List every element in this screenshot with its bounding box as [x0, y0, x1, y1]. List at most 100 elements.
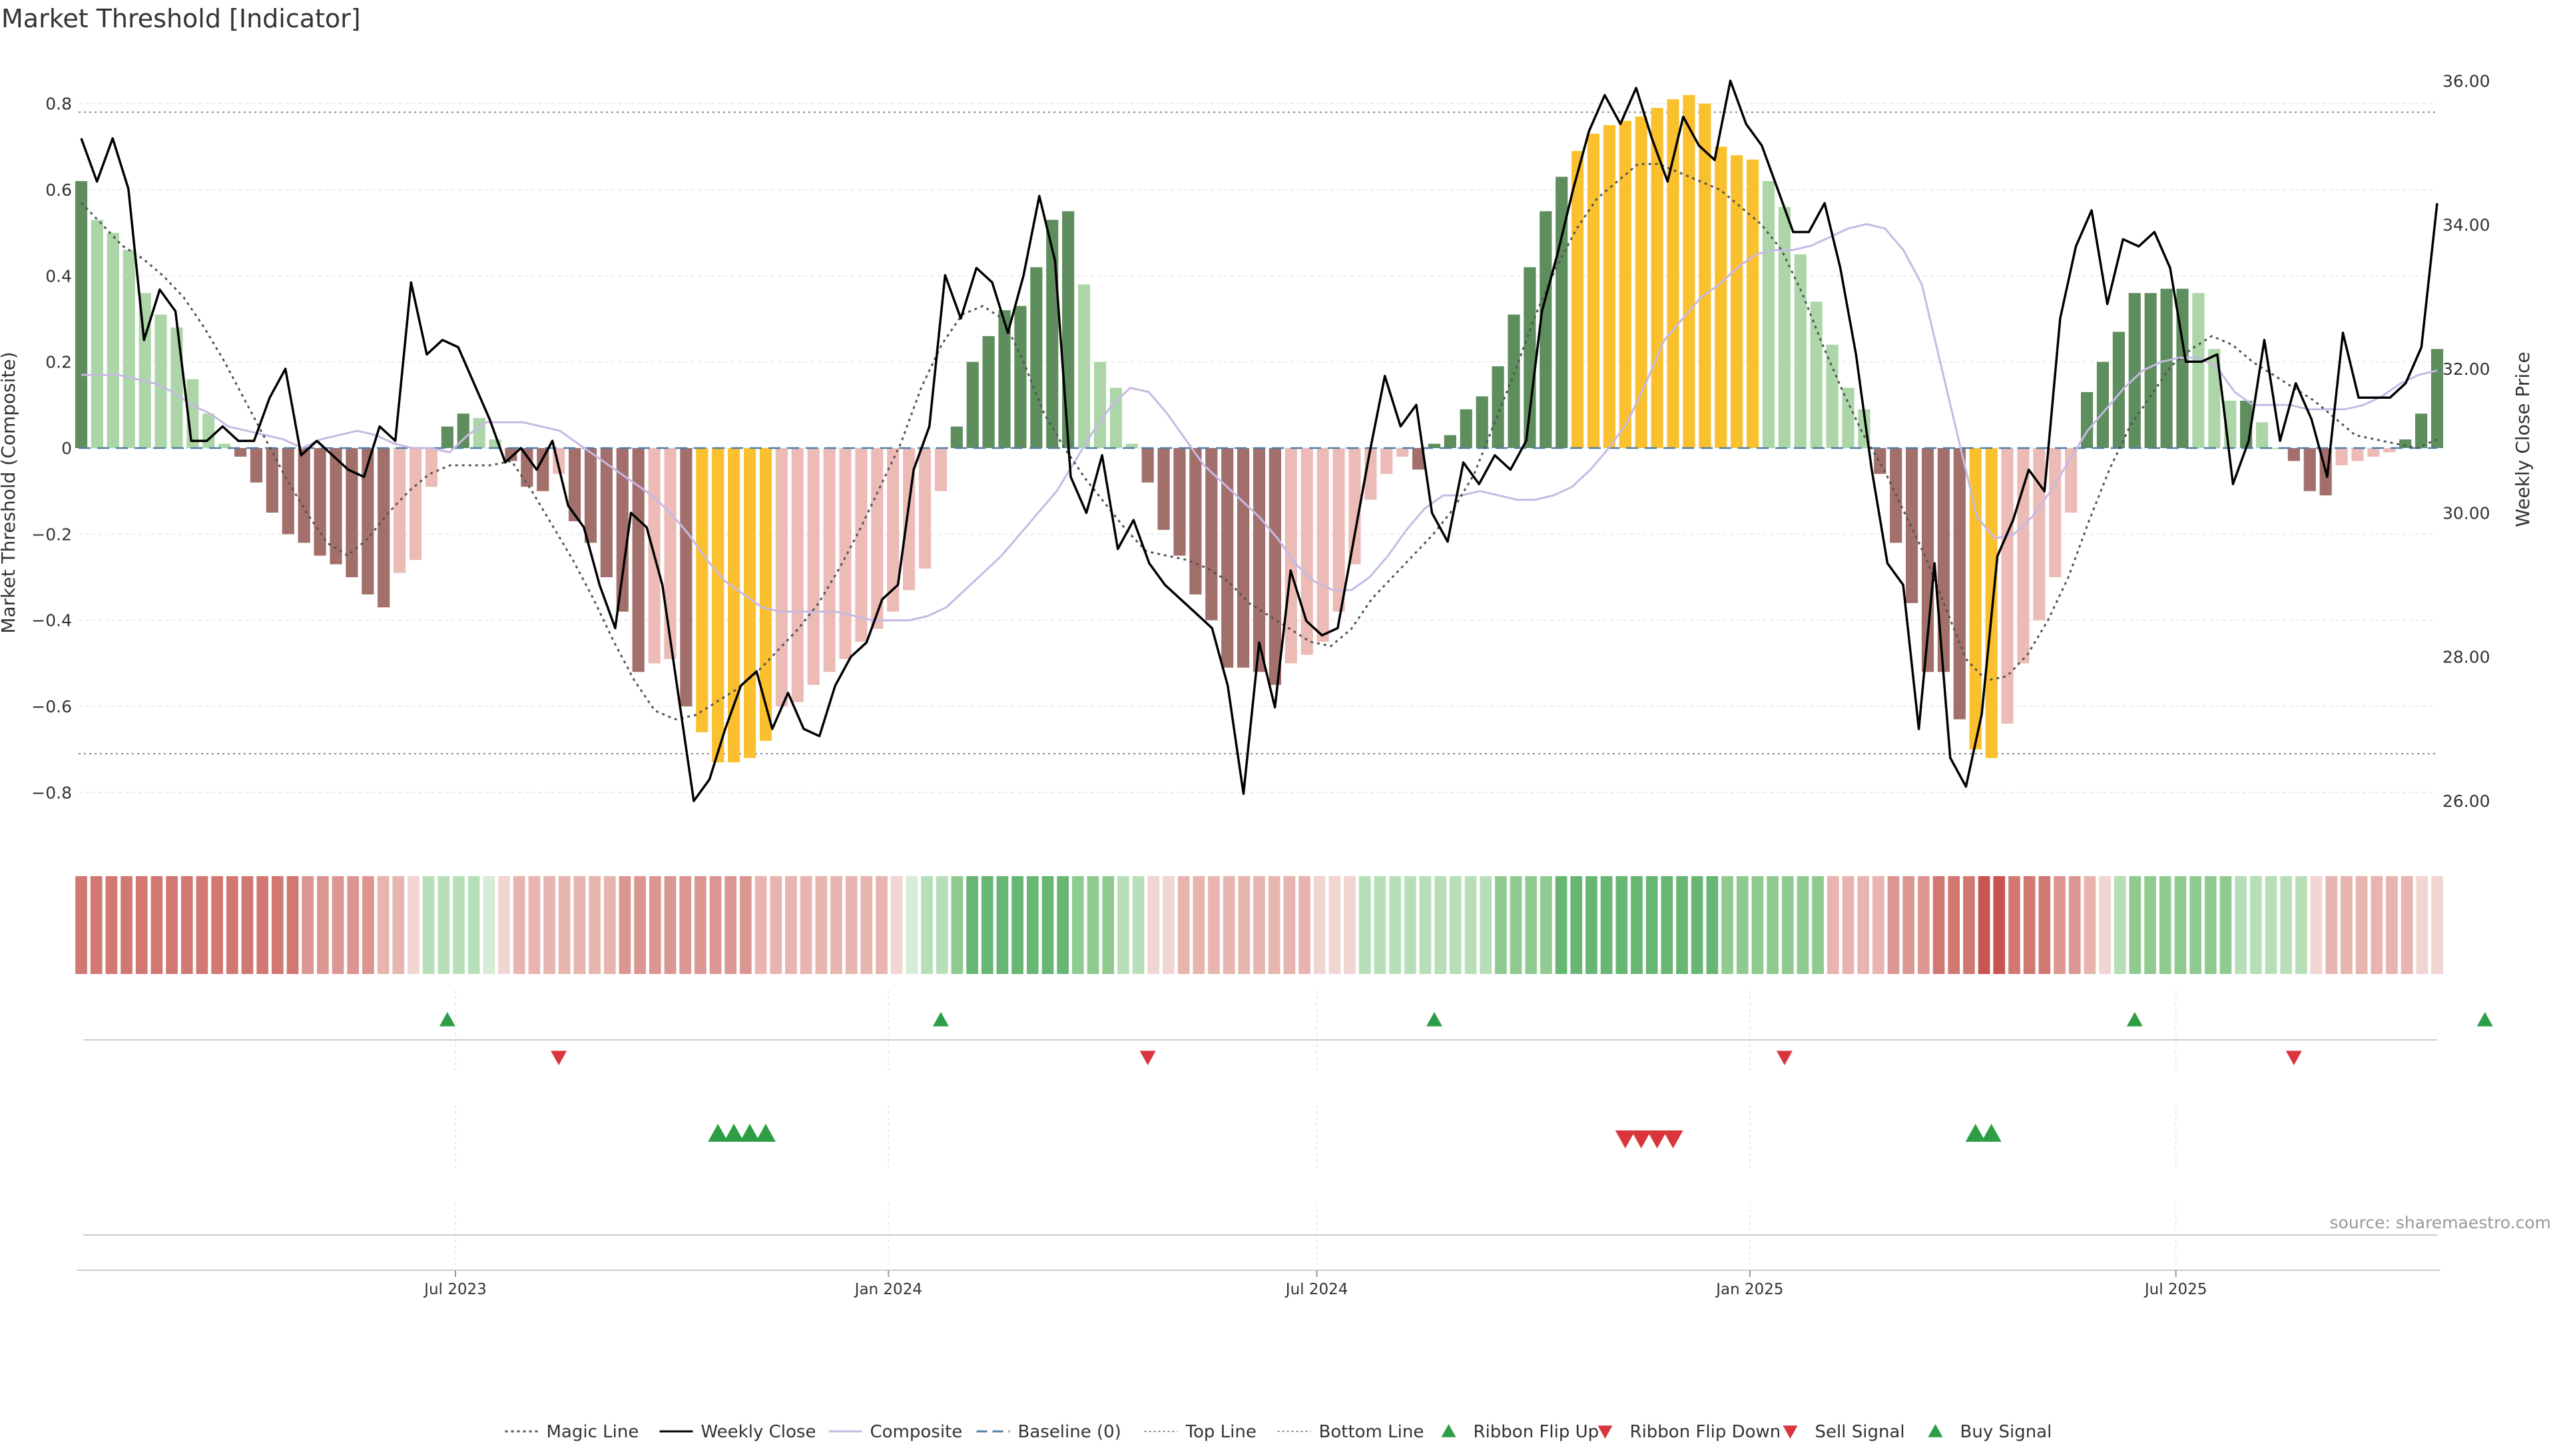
- empty-panel: [83, 1204, 2437, 1265]
- composite-bar: [1173, 448, 1186, 556]
- ribbon-cell: [996, 876, 1009, 974]
- composite-bar: [1651, 108, 1663, 448]
- ribbon-cell: [1313, 876, 1326, 974]
- ribbon-cell: [981, 876, 994, 974]
- buy-signal-marker: [708, 1124, 728, 1142]
- composite-bar: [680, 448, 693, 707]
- composite-bar: [1619, 121, 1631, 448]
- composite-bar: [2303, 448, 2316, 491]
- ribbon-cell: [1857, 876, 1870, 974]
- composite-bar: [2112, 332, 2125, 448]
- ribbon-cell: [1238, 876, 1251, 974]
- composite-bar: [2144, 293, 2157, 448]
- ribbon-cell: [1540, 876, 1552, 974]
- ribbon-cell: [1223, 876, 1235, 974]
- ribbon-cell: [543, 876, 555, 974]
- composite-bar: [2208, 349, 2221, 448]
- composite-bar: [218, 443, 231, 448]
- ribbon-flip-panel: [83, 991, 2493, 1071]
- legend-item: Top Line: [1144, 1422, 1257, 1442]
- ribbon-flip-down-marker: [1139, 1051, 1156, 1065]
- ribbon-cell: [2265, 876, 2277, 974]
- ribbon-cell: [1781, 876, 1794, 974]
- y-tick-label-right: 26.00: [2442, 792, 2490, 811]
- composite-bar: [1396, 448, 1409, 457]
- ribbon-cell: [1147, 876, 1160, 974]
- composite-bar: [1778, 206, 1791, 448]
- ribbon-cell: [2159, 876, 2171, 974]
- y-tick-label-right: 32.00: [2442, 360, 2490, 379]
- composite-bar: [1412, 448, 1425, 470]
- ribbon-cell: [332, 876, 344, 974]
- ribbon-cell: [135, 876, 148, 974]
- ribbon-cell: [2114, 876, 2126, 974]
- ribbon-cell: [1525, 876, 1538, 974]
- composite-bar: [362, 448, 374, 595]
- ribbon-cell: [1872, 876, 1884, 974]
- ribbon-cell: [860, 876, 873, 974]
- ribbon-cell: [1464, 876, 1477, 974]
- composite-bar: [1205, 448, 1218, 620]
- composite-bar: [1348, 448, 1361, 565]
- ribbon-cell: [498, 876, 510, 974]
- composite-bar: [807, 448, 820, 685]
- ribbon-cell: [241, 876, 254, 974]
- ribbon-cell: [1057, 876, 1069, 974]
- ribbon-cell: [1495, 876, 1507, 974]
- composite-bar: [1826, 344, 1839, 448]
- ribbon-cell: [2023, 876, 2036, 974]
- ribbon-cell: [634, 876, 646, 974]
- legend-label: Ribbon Flip Up: [1474, 1422, 1599, 1442]
- composite-bar: [394, 448, 406, 573]
- ribbon-cell: [2129, 876, 2141, 974]
- composite-bar: [1794, 254, 1807, 448]
- ribbon-cell: [2401, 876, 2413, 974]
- ribbon-cell: [1177, 876, 1190, 974]
- ribbon-cell: [150, 876, 163, 974]
- composite-bar: [1460, 409, 1472, 448]
- composite-bar: [1030, 267, 1043, 448]
- buy-signal-marker: [740, 1124, 760, 1142]
- ribbon-cell: [2219, 876, 2232, 974]
- composite-bar: [918, 448, 932, 569]
- composite-bar: [1603, 124, 1616, 448]
- ribbon-cell: [921, 876, 933, 974]
- composite-bar: [2255, 422, 2269, 448]
- composite-bar: [568, 448, 581, 521]
- ribbon-cell: [1117, 876, 1129, 974]
- composite-bar: [1810, 302, 1823, 448]
- ribbon-cell: [1374, 876, 1386, 974]
- x-tick-label: Jan 2025: [1715, 1281, 1783, 1298]
- y-tick-label-left: −0.4: [31, 611, 72, 630]
- weekly-close-line: [80, 79, 2438, 802]
- signal-panel: [455, 1105, 2177, 1168]
- legend-label: Weekly Close: [701, 1422, 816, 1442]
- ribbon-cell: [1041, 876, 1054, 974]
- composite-bar: [712, 448, 724, 763]
- composite-bar: [234, 448, 247, 457]
- y-tick-label-left: 0: [61, 439, 72, 458]
- ribbon-cell: [1736, 876, 1749, 974]
- composite-bar: [1093, 362, 1107, 448]
- ribbon-cell: [1887, 876, 1900, 974]
- composite-bar: [1969, 448, 1982, 750]
- ribbon-cell: [845, 876, 858, 974]
- ribbon-cell: [1253, 876, 1265, 974]
- ribbon-flip-down-marker: [551, 1051, 567, 1065]
- buy-signal-marker: [1965, 1124, 1986, 1142]
- composite-bar: [1540, 211, 1552, 448]
- ribbon-cell: [2099, 876, 2111, 974]
- ribbon-cell: [603, 876, 616, 974]
- legend-svg: Magic Line Weekly Close Composite Baseline …: [505, 1422, 2052, 1442]
- ribbon-cell: [1011, 876, 1023, 974]
- composite-bar: [2192, 293, 2205, 448]
- composite-bar: [123, 250, 135, 448]
- composite-bar: [1077, 284, 1091, 448]
- ribbon-cell: [362, 876, 374, 974]
- ribbon-cell: [1298, 876, 1310, 974]
- y-tick-label-right: 30.00: [2442, 503, 2490, 523]
- composite-bar: [616, 448, 629, 612]
- ribbon-cell: [1555, 876, 1567, 974]
- y-tick-label-right: 34.00: [2442, 216, 2490, 235]
- composite-bar: [950, 426, 963, 448]
